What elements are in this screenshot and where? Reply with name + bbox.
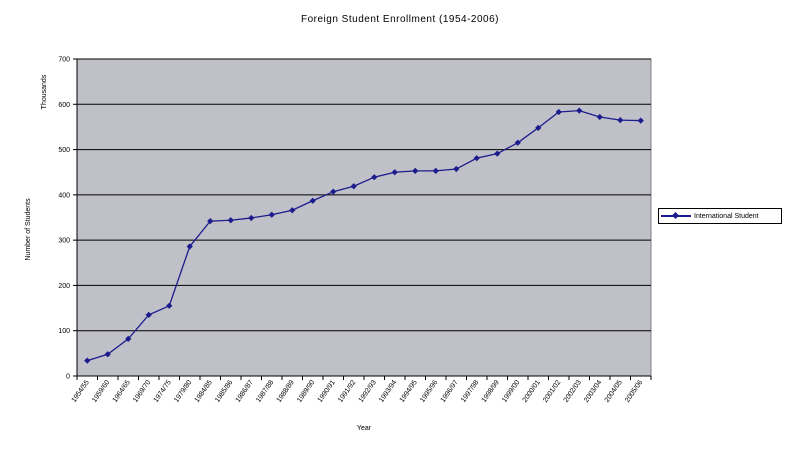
x-tick-label: 1991/92: [337, 379, 357, 404]
x-tick-label: 2002/03: [563, 379, 583, 404]
x-tick-label: 1974/75: [153, 379, 173, 404]
x-tick-label: 1994/95: [399, 379, 419, 404]
x-tick-label: 1986/87: [235, 379, 255, 404]
x-tick-label: 1993/94: [378, 379, 398, 404]
y-tick-label: 300: [58, 238, 70, 245]
y-tick-label: 700: [58, 57, 70, 64]
x-tick-label: 2004/05: [604, 379, 624, 404]
y-tick-label: 100: [58, 328, 70, 335]
x-tick-label: 1985/86: [214, 379, 234, 404]
x-tick-label: 1984/85: [194, 379, 214, 404]
data-point: [309, 197, 316, 204]
x-tick-label: 2003/04: [583, 379, 603, 404]
y-axis-label: Number of Students: [25, 198, 32, 261]
x-tick-label: 1987/88: [255, 379, 275, 404]
x-tick-label: 1964/65: [112, 379, 132, 404]
y-tick-label: 600: [58, 102, 70, 109]
x-tick-label: 1995/96: [419, 379, 439, 404]
x-tick-label: 1969/70: [132, 379, 152, 404]
series-line: [87, 109, 641, 362]
y-tick-label: 0: [66, 374, 70, 381]
x-tick-label: 1997/98: [460, 379, 480, 404]
legend: International Student: [658, 208, 782, 224]
y-axis-unit: Thousands: [41, 74, 48, 109]
y-tick-label: 200: [58, 283, 70, 290]
x-tick-label: 2001/02: [542, 379, 562, 404]
data-point: [473, 155, 480, 162]
chart-title: Foreign Student Enrollment (1954-2006): [301, 14, 499, 25]
x-tick-label: 1959/60: [91, 379, 111, 404]
data-point: [330, 188, 337, 195]
y-axis-ticks: 0 100 200 300 400 500 600 700: [58, 57, 77, 381]
x-tick-label: 1992/93: [358, 379, 378, 404]
x-tick-label: 1999/00: [501, 379, 521, 404]
data-point: [248, 214, 255, 222]
y-tick-label: 400: [58, 192, 70, 199]
x-tick-label: 1988/89: [276, 379, 296, 404]
legend-label: International Student: [694, 212, 759, 220]
x-axis-ticks: 1954/55 1959/60 1964/65 1969/70 1974/75 1979/…: [71, 376, 652, 404]
x-tick-label: 1990/91: [317, 379, 337, 404]
gridlines: [77, 58, 651, 332]
x-axis-label: Year: [357, 425, 372, 432]
plot-area: [76, 58, 652, 377]
x-tick-label: 1989/90: [296, 379, 316, 404]
legend-swatch: [661, 211, 691, 221]
y-tick-label: 500: [58, 147, 70, 154]
x-tick-label: 2000/01: [522, 379, 542, 404]
x-tick-label: 1998/99: [481, 379, 501, 404]
x-tick-label: 1996/97: [440, 379, 460, 404]
axes: [76, 59, 651, 377]
x-tick-label: 2005/06: [624, 379, 644, 404]
x-tick-label: 1979/80: [173, 379, 193, 404]
x-tick-label: 1954/55: [71, 379, 91, 404]
